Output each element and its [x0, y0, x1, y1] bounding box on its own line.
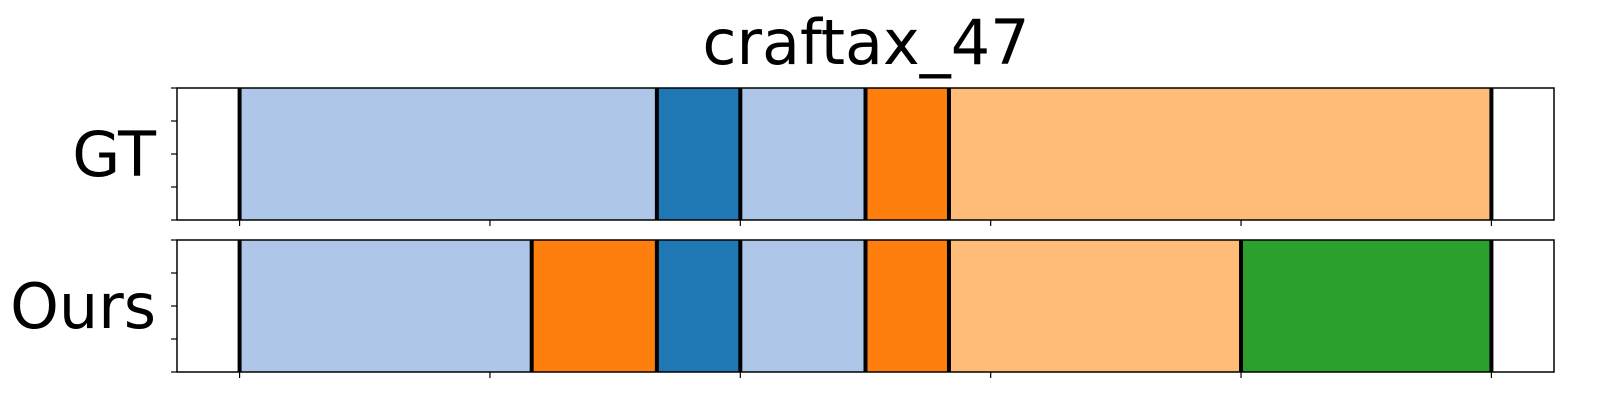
segment-bar	[948, 88, 1492, 220]
segment-bar	[656, 240, 741, 372]
segment-bar	[740, 240, 866, 372]
segment-bar	[656, 88, 741, 220]
row-gt: GT	[72, 87, 1555, 226]
segment-bar	[865, 88, 949, 220]
row-label: Ours	[10, 270, 156, 343]
rows-layer: GT Ours	[10, 87, 1555, 378]
row-label: GT	[72, 118, 157, 191]
segment-bar	[948, 240, 1242, 372]
segment-bar	[740, 88, 866, 220]
row-ours: Ours	[10, 239, 1555, 378]
chart-title: craftax_47	[702, 6, 1029, 79]
segment-bar	[1241, 240, 1492, 372]
segment-bar	[239, 88, 657, 220]
segment-bar	[239, 240, 532, 372]
segment-bar	[531, 240, 657, 372]
segment-bar	[865, 240, 949, 372]
